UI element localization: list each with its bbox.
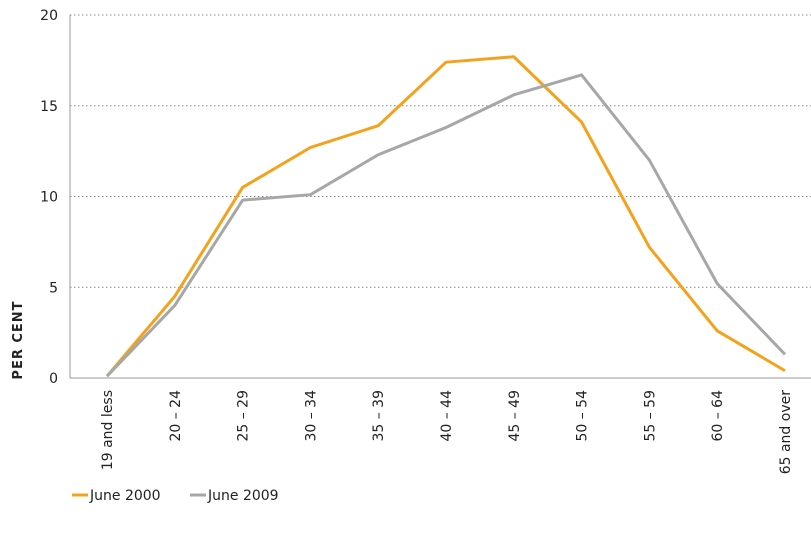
line-series bbox=[105, 73, 787, 378]
y-axis-label: PER CENT bbox=[11, 300, 26, 379]
y-tick-label: 15 bbox=[40, 99, 58, 115]
y-tick-label: 20 bbox=[40, 8, 58, 24]
y-tick-label: 10 bbox=[40, 190, 58, 206]
x-tick-label: 50 – 54 bbox=[575, 390, 591, 442]
x-tick-label: 20 – 24 bbox=[168, 390, 184, 442]
legend-label: June 2000 bbox=[89, 488, 161, 504]
x-tick-label: 60 – 64 bbox=[710, 390, 726, 442]
x-tick-label: 65 and over bbox=[778, 390, 794, 475]
line-series bbox=[105, 55, 786, 378]
y-tick-label: 0 bbox=[49, 371, 58, 387]
x-tick-label: 45 – 49 bbox=[507, 390, 523, 442]
legend-label: June 2009 bbox=[207, 488, 279, 504]
x-tick-label: 19 and less bbox=[100, 390, 116, 470]
x-tick-label: 55 – 59 bbox=[642, 390, 658, 442]
x-tick-label: 35 – 39 bbox=[371, 390, 387, 442]
y-tick-label: 5 bbox=[49, 280, 58, 296]
x-tick-label: 40 – 44 bbox=[439, 390, 455, 442]
x-tick-label: 25 – 29 bbox=[236, 390, 252, 442]
x-tick-label: 30 – 34 bbox=[303, 390, 319, 442]
